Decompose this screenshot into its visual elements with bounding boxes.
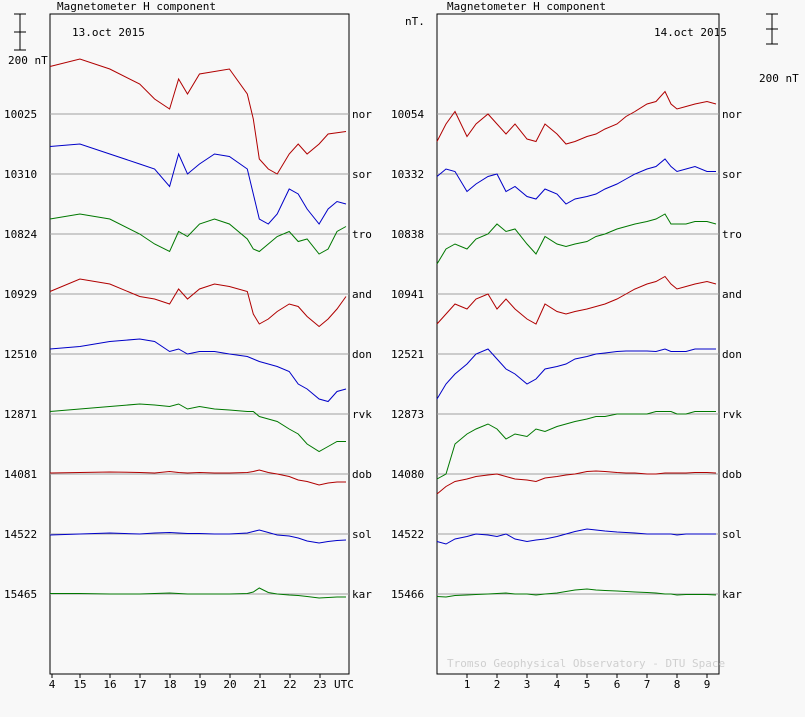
baseline-value-kar: 15465: [4, 588, 37, 601]
plot-frame-left: [49, 13, 350, 675]
baseline-value-sol: 14522: [391, 528, 424, 541]
baseline-value-nor: 10054: [391, 108, 424, 121]
baseline-value-and: 10929: [4, 288, 37, 301]
x-tick-label: 5: [584, 678, 591, 691]
trace-kar: [50, 587, 346, 599]
baseline-value-sor: 10332: [391, 168, 424, 181]
x-tick-label: 21: [253, 678, 266, 691]
baseline-value-don: 12510: [4, 348, 37, 361]
trace-nor: [436, 90, 717, 145]
plot-frame-right: [436, 13, 720, 675]
panel-right: Magnetometer H component 14.oct 2015 100…: [391, 0, 742, 691]
trace-dob: [49, 469, 346, 486]
panel-date-left: 13.oct 2015: [72, 26, 145, 39]
x-tick-label: 4: [554, 678, 561, 691]
station-labels-right: 10054 nor 10332 sor 10838 tro 10941 and 12521 don…: [391, 108, 742, 601]
baseline-value-dob: 14080: [391, 468, 424, 481]
trace-dob: [436, 470, 717, 495]
station-label-sol: sol: [722, 528, 742, 541]
station-label-nor: nor: [722, 108, 742, 121]
baseline-value-nor: 10025: [4, 108, 37, 121]
trace-sor: [436, 158, 716, 205]
watermark: Tromso Geophysical Observatory - DTU Spa…: [447, 657, 725, 670]
station-label-sor: sor: [722, 168, 742, 181]
trace-rvk: [49, 403, 346, 453]
scale-bar-right: 200 nT: [759, 13, 799, 85]
x-tick-label: 9: [704, 678, 711, 691]
traces-right: [436, 90, 717, 598]
trace-kar: [436, 588, 717, 598]
baseline-value-don: 12521: [391, 348, 424, 361]
x-tick-label: 3: [524, 678, 531, 691]
x-tick-label: 19: [193, 678, 206, 691]
baseline-value-kar: 15466: [391, 588, 424, 601]
x-tick-label: 20: [223, 678, 236, 691]
baseline-value-tro: 10824: [4, 228, 37, 241]
trace-sol: [436, 528, 716, 545]
x-tick-label: 2: [494, 678, 501, 691]
panel-title-right: Magnetometer H component: [447, 0, 606, 13]
station-label-sor: sor: [352, 168, 372, 181]
trace-don: [49, 338, 347, 403]
baseline-value-and: 10941: [391, 288, 424, 301]
station-labels-left: 10025 nor 10310 sor 10824 tro 10929 and 12510 don…: [4, 108, 372, 601]
baseline-value-sor: 10310: [4, 168, 37, 181]
x-tick-label: 22: [283, 678, 296, 691]
unit-label: nT.: [405, 15, 425, 28]
station-label-dob: dob: [722, 468, 742, 481]
x-ticks-left: 4 15 16 17 18 19 20 21 22 23: [49, 674, 327, 691]
panel-date-right: 14.oct 2015: [654, 26, 727, 39]
x-tick-label: 23: [313, 678, 326, 691]
x-tick-label: 18: [163, 678, 176, 691]
gridlines-left: [50, 113, 349, 595]
station-label-nor: nor: [352, 108, 372, 121]
station-label-don: don: [722, 348, 742, 361]
x-tick-label: 16: [103, 678, 116, 691]
baseline-value-tro: 10838: [391, 228, 424, 241]
x-axis-label-left: UTC: [334, 678, 354, 691]
x-tick-label: 6: [614, 678, 621, 691]
trace-sor: [49, 143, 347, 225]
trace-don: [436, 348, 716, 400]
station-label-tro: tro: [352, 228, 372, 241]
x-tick-label: 8: [674, 678, 681, 691]
panel-left: Magnetometer H component 13.oct 2015 100…: [4, 0, 372, 691]
station-label-don: don: [352, 348, 372, 361]
trace-sol: [49, 529, 347, 544]
x-tick-label: 7: [644, 678, 651, 691]
station-label-rvk: rvk: [722, 408, 742, 421]
trace-tro: [436, 213, 717, 265]
station-label-kar: kar: [722, 588, 742, 601]
trace-rvk: [436, 411, 716, 480]
baseline-value-rvk: 12873: [391, 408, 424, 421]
scale-bar-label-right: 200 nT: [759, 72, 799, 85]
station-label-dob: dob: [352, 468, 372, 481]
x-ticks-right: 1 2 3 4 5 6 7 8 9: [464, 674, 711, 691]
station-label-and: and: [722, 288, 742, 301]
station-label-tro: tro: [722, 228, 742, 241]
trace-tro: [49, 213, 347, 255]
station-label-sol: sol: [352, 528, 372, 541]
x-tick-label: 17: [133, 678, 146, 691]
station-label-and: and: [352, 288, 372, 301]
traces-left: [49, 58, 347, 599]
panel-title-left: Magnetometer H component: [57, 0, 216, 13]
station-label-rvk: rvk: [352, 408, 372, 421]
trace-and: [49, 278, 347, 328]
trace-and: [436, 275, 717, 325]
x-tick-label: 1: [464, 678, 471, 691]
scale-bar-left: 200 nT: [8, 13, 48, 67]
trace-nor: [49, 58, 347, 175]
baseline-value-rvk: 12871: [4, 408, 37, 421]
baseline-value-sol: 14522: [4, 528, 37, 541]
station-label-kar: kar: [352, 588, 372, 601]
x-tick-label: 4: [49, 678, 56, 691]
x-tick-label: 15: [73, 678, 86, 691]
scale-bar-label-left: 200 nT: [8, 54, 48, 67]
baseline-value-dob: 14081: [4, 468, 37, 481]
